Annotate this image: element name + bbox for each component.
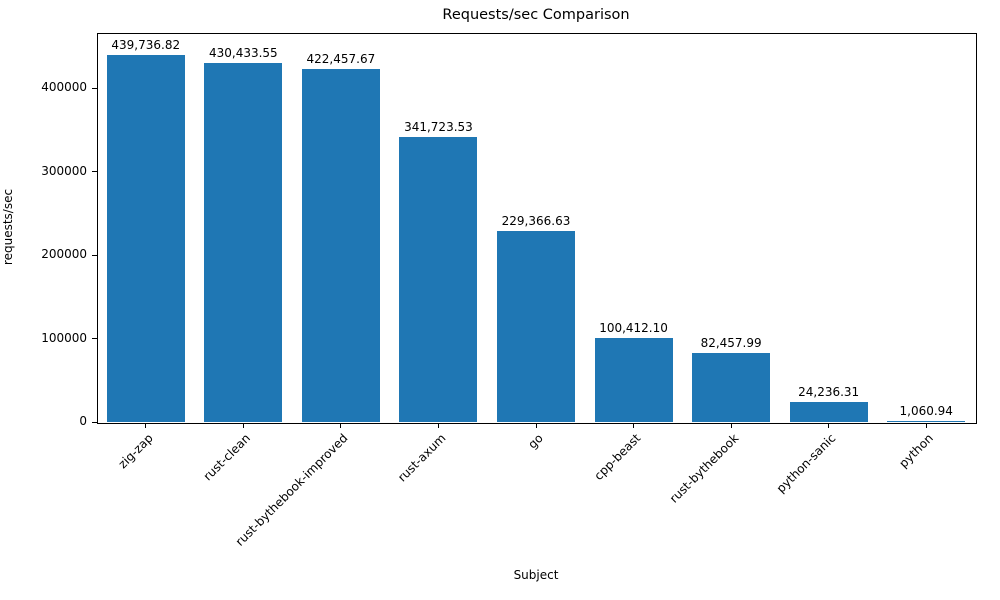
x-tick-mark [340, 423, 342, 428]
x-tick-mark [925, 423, 927, 428]
bar-value-label: 430,433.55 [208, 45, 278, 60]
x-tick-label: rust-clean [200, 431, 254, 484]
x-tick-mark [828, 423, 830, 428]
bar-value-label: 24,236.31 [798, 384, 860, 399]
x-tick-label: rust-bythebook-improved [232, 431, 351, 549]
x-tick-label: python-sanic [773, 431, 839, 496]
x-axis-label: Subject [513, 568, 559, 582]
bar [789, 401, 868, 422]
bar-value-label: 422,457.67 [306, 52, 376, 67]
y-tick-label: 0 [79, 414, 87, 428]
x-tick-mark [145, 423, 147, 428]
bar [301, 69, 380, 422]
bar [399, 136, 478, 422]
x-tick-label: rust-bythebook [666, 431, 742, 506]
y-tick-label: 400000 [41, 80, 87, 95]
bar [204, 62, 283, 422]
y-tick-mark [92, 338, 97, 340]
x-tick-label: rust-axum [394, 431, 449, 485]
x-tick-mark [437, 423, 439, 428]
bar [496, 230, 575, 422]
bar-value-label: 100,412.10 [599, 321, 668, 336]
bar-value-label: 229,366.63 [501, 213, 571, 228]
x-tick-mark [242, 423, 244, 428]
y-tick-label: 300000 [41, 163, 87, 178]
x-tick-mark [535, 423, 537, 428]
bar [887, 421, 966, 422]
bar [106, 54, 185, 422]
y-tick-mark [92, 87, 97, 89]
x-tick-label: python [896, 431, 937, 471]
y-tick-label: 100000 [41, 330, 87, 345]
bar-value-label: 439,736.82 [111, 37, 181, 52]
x-tick-label: cpp-beast [591, 431, 644, 483]
y-tick-label: 200000 [41, 247, 87, 262]
chart-title: Requests/sec Comparison [442, 7, 630, 23]
y-tick-mark [92, 171, 97, 173]
y-tick-mark [92, 254, 97, 256]
x-tick-mark [633, 423, 635, 428]
bar-value-label: 341,723.53 [404, 119, 473, 134]
x-tick-mark [730, 423, 732, 428]
bar-value-label: 82,457.99 [700, 336, 762, 351]
bar [594, 338, 673, 422]
y-tick-mark [92, 421, 97, 423]
x-tick-label: go [525, 431, 546, 452]
x-tick-label: zig-zap [115, 431, 156, 472]
bar [692, 353, 771, 422]
bar-value-label: 1,060.94 [899, 404, 953, 418]
